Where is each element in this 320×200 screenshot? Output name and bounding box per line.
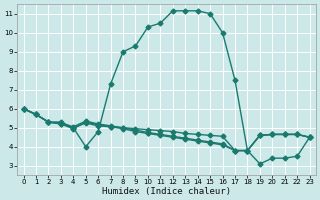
X-axis label: Humidex (Indice chaleur): Humidex (Indice chaleur) (102, 187, 231, 196)
